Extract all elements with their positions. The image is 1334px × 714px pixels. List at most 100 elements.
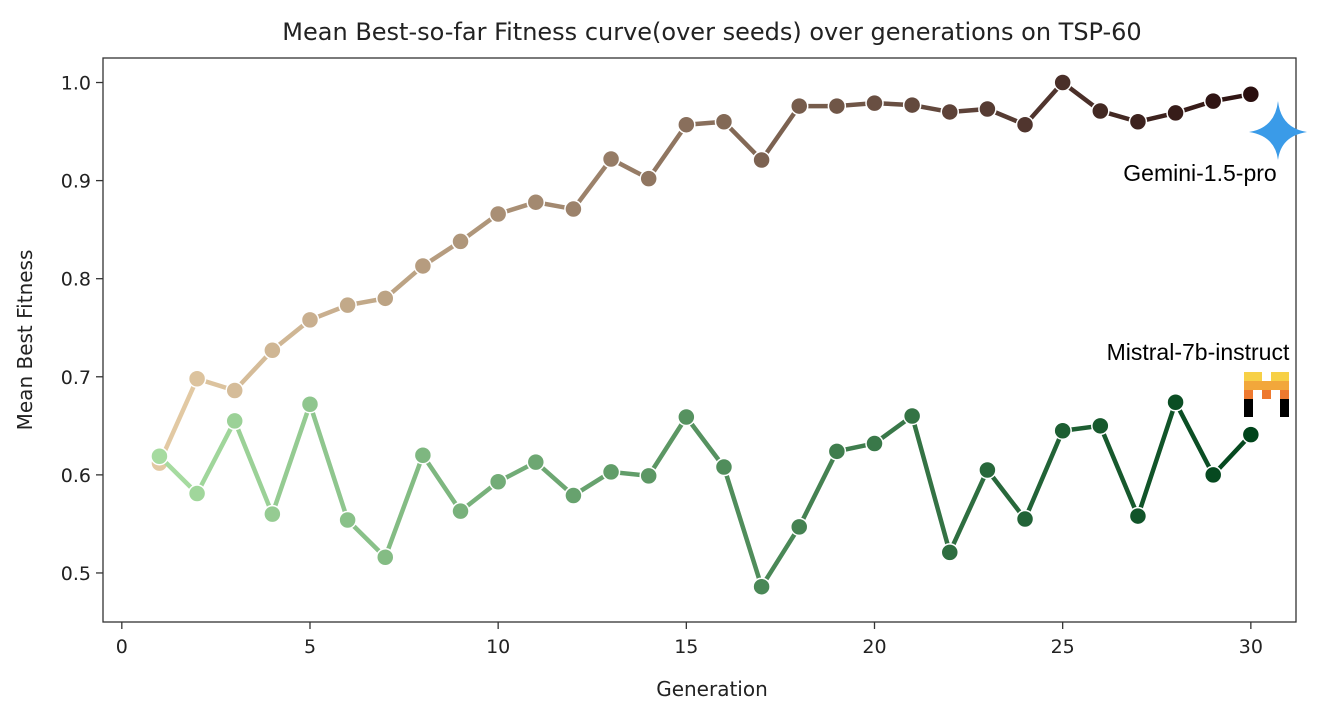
data-point [1128,506,1148,526]
x-tick-label: 10 [486,636,510,658]
data-point [601,149,621,169]
plot-frame [102,57,1297,623]
y-tick-label: 0.5 [61,563,91,585]
chart-title: Mean Best-so-far Fitness curve(over seed… [282,18,1141,46]
data-point [1091,416,1110,436]
data-point [978,460,997,480]
series-mistral [150,393,1261,596]
x-axis: 0 5 10 15 20 25 30 [116,622,1263,658]
y-tick-label: 1.0 [61,73,91,95]
data-point [451,232,470,251]
series-segment [270,401,313,517]
mistral-logo-icon [1244,372,1289,417]
data-point [338,295,357,315]
data-point [714,112,734,132]
data-point [376,289,395,308]
data-point [865,434,884,453]
data-point [940,102,960,122]
mistral-logo-pixel [1271,381,1280,390]
data-point [1166,103,1185,123]
data-point [827,442,847,461]
data-point [150,446,169,466]
series-layer [150,73,1261,596]
data-point [677,115,696,134]
series-segment [985,467,1028,522]
x-tick-label: 25 [1051,636,1075,658]
series-segment [947,467,990,555]
mistral-logo-pixel [1280,381,1289,390]
x-tick-label: 0 [116,636,128,658]
data-point [1015,115,1035,134]
data-point [677,407,696,427]
x-tick-label: 20 [862,636,886,658]
y-tick-label: 0.6 [61,465,91,487]
series-segment [796,449,840,530]
data-point [1166,393,1185,412]
series-segment [684,414,727,470]
mistral-logo-pixel [1280,399,1289,408]
data-point [187,369,207,388]
series-segment [646,122,689,181]
mistral-logo-pixel [1244,390,1253,399]
series-segment [1022,80,1065,127]
data-point [978,99,997,119]
data-point [752,150,771,170]
y-tick-label: 0.8 [61,269,91,291]
mistral-logo-pixel [1271,372,1280,381]
mistral-logo-pixel [1253,381,1262,390]
x-tick-label: 15 [674,636,698,658]
data-point [413,446,433,465]
data-point [1128,112,1148,132]
data-point [187,484,207,503]
mistral-logo-pixel [1280,372,1289,381]
data-point [1241,85,1261,104]
series-segment [383,453,426,560]
data-point [789,96,809,116]
y-axis: 0.5 0.6 0.7 0.8 0.9 1.0 [61,73,103,585]
data-point [526,192,546,212]
data-point [451,501,470,521]
series-segment [1173,400,1216,478]
data-point [902,406,922,426]
series-segment [1135,400,1178,519]
data-point [789,517,809,537]
mistral-label: Mistral-7b-instruct [1107,339,1290,365]
data-point [564,486,583,505]
data-point [564,199,583,219]
mistral-logo-pixel [1244,408,1253,417]
data-point [526,452,546,472]
gemini-label: Gemini-1.5-pro [1123,160,1276,186]
series-gemini [150,73,1261,473]
series-segment [909,413,953,555]
data-point [865,93,884,113]
series-segment [721,464,764,589]
data-point [1203,465,1223,485]
data-point [1091,101,1110,121]
mistral-logo-pixel [1280,390,1289,399]
data-point [827,96,847,116]
y-tick-label: 0.9 [61,171,91,193]
data-point [1241,425,1261,444]
data-point [601,462,621,482]
series-segment [1098,423,1141,519]
series-segment [759,103,802,163]
data-point [300,310,320,330]
series-segment [759,524,802,589]
mistral-logo-pixel [1262,381,1271,390]
data-point [413,256,433,276]
data-point [300,394,320,414]
data-point [940,543,960,562]
mistral-logo-pixel [1280,408,1289,417]
x-axis-label: Generation [656,677,768,701]
series-segment [157,376,200,466]
data-point [488,472,508,491]
data-point [263,341,282,360]
series-segment [1022,428,1065,522]
data-point [225,411,244,431]
data-point [225,381,244,400]
x-tick-label: 5 [304,636,316,658]
series-segment [420,453,463,514]
mistral-logo-pixel [1244,381,1253,390]
mistral-logo-pixel [1244,372,1253,381]
gemini-sparkle-icon [1249,101,1307,160]
